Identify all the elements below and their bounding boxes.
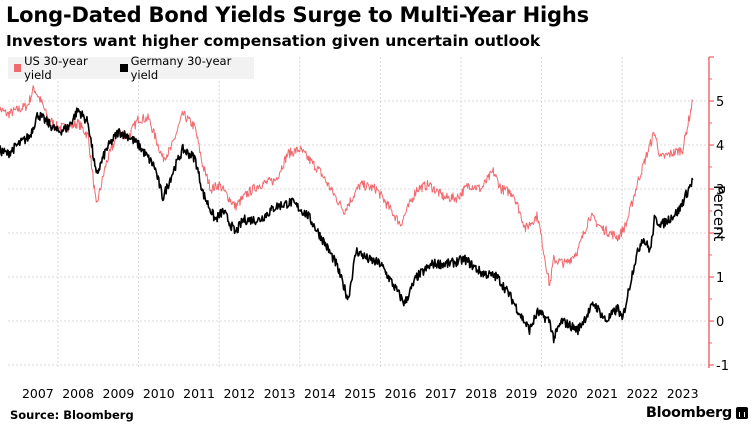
x-tick-label: 2021 [586,386,618,401]
x-tick-label: 2023 [667,386,699,401]
y-tick-label: 3 [716,183,724,198]
y-tick-label: 4 [716,139,724,154]
legend-swatch-germany [120,64,128,72]
source-note: Source: Bloomberg [10,408,134,422]
x-tick-label: 2020 [546,386,578,401]
series-lines [0,85,694,344]
series-line-us-30y [0,85,694,287]
y-axis-label: Percent [710,185,728,242]
brand-logo: Bloomberg [646,405,748,421]
x-tick-label: 2010 [143,386,175,401]
legend-item-us: US 30-year yield [14,54,108,82]
x-tick-label: 2015 [344,386,376,401]
legend-item-germany: Germany 30-year yield [120,54,248,82]
chart-title: Long-Dated Bond Yields Surge to Multi-Ye… [6,3,589,27]
x-tick-label: 2018 [465,386,497,401]
chart-subtitle: Investors want higher compensation given… [6,32,541,50]
x-tick-label: 2022 [626,386,658,401]
x-tick-label: 2007 [22,386,54,401]
y-tick-label: -1 [716,359,729,374]
y-tick-label: 1 [716,271,724,286]
x-tick-label: 2011 [183,386,215,401]
y-tick-label: 0 [716,315,724,330]
x-tick-label: 2008 [62,386,94,401]
bloomberg-terminal-icon [736,407,748,419]
y-tick-label: 5 [716,95,724,110]
x-tick-label: 2016 [385,386,417,401]
legend-label-germany: Germany 30-year yield [130,54,232,82]
x-tick-label: 2019 [506,386,538,401]
y-axis: -1 0 1 2 3 4 5 [708,56,729,374]
x-tick-label: 2017 [425,386,457,401]
x-axis-labels: 2007 2008 2009 2010 2011 2012 2013 2014 2015 2016… [22,386,699,401]
x-tick-label: 2009 [103,386,135,401]
series-line-germany-30y [0,107,694,344]
legend-swatch-us [14,64,22,72]
y-tick-label: 2 [716,227,724,242]
grid-lines [8,57,709,368]
brand-name: Bloomberg [645,405,732,421]
x-tick-label: 2012 [223,386,255,401]
legend: US 30-year yield Germany 30-year yield [8,54,254,82]
x-tick-label: 2014 [304,386,336,401]
x-tick-label: 2013 [264,386,296,401]
legend-label-us: US 30-year yield [24,54,88,82]
